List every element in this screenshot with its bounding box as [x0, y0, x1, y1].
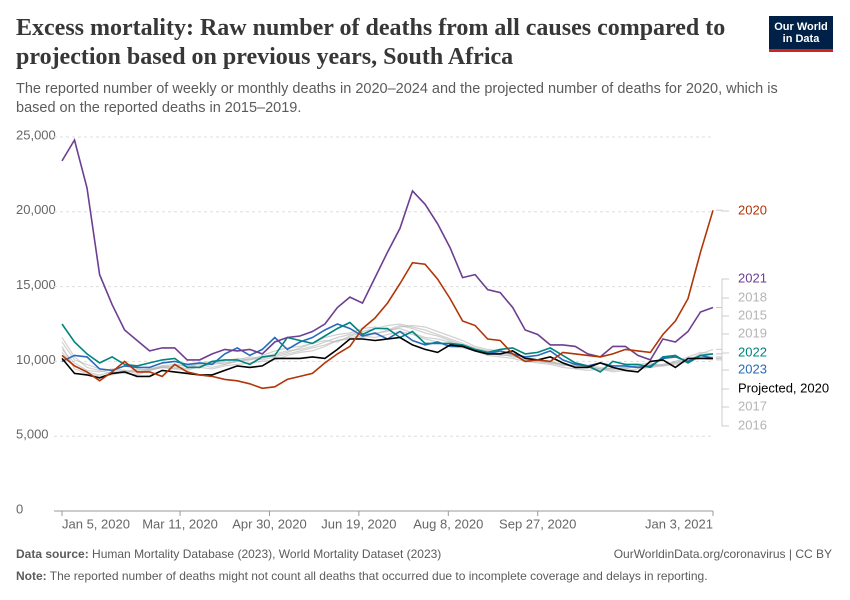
y-tick-label: 0 [16, 501, 23, 516]
series-label: Projected, 2020 [738, 380, 829, 395]
title: Excess mortality: Raw number of deaths f… [16, 15, 726, 70]
x-tick-label: Aug 8, 2020 [413, 516, 483, 531]
y-tick-label: 5,000 [16, 427, 49, 442]
series-label: 2019 [738, 325, 767, 340]
subtitle: The reported number of weekly or monthly… [16, 81, 778, 116]
note: Note: The reported number of deaths migh… [16, 569, 708, 583]
x-tick-label: Apr 30, 2020 [232, 516, 306, 531]
source-text: Human Mortality Database (2023), World M… [92, 547, 442, 561]
series-line [61, 210, 714, 390]
series-label: 2020 [738, 202, 767, 217]
y-tick-label: 25,000 [16, 127, 56, 142]
y-tick-label: 20,000 [16, 202, 56, 217]
series-line [61, 137, 714, 361]
note-label: Note: [16, 569, 47, 583]
source-label: Data source: [16, 547, 89, 561]
label-connector [716, 209, 729, 212]
label-connector [716, 278, 729, 309]
label-connector [716, 333, 729, 359]
x-tick-label: Jan 3, 2021 [645, 516, 713, 531]
series-label: 2017 [738, 398, 767, 413]
series-line [61, 336, 713, 379]
series-label: 2023 [738, 361, 767, 376]
x-tick-label: Jun 19, 2020 [321, 516, 396, 531]
x-tick-label: Sep 27, 2020 [499, 516, 576, 531]
logo[interactable]: Our World in Data [769, 16, 833, 52]
series-label: 2016 [738, 417, 767, 432]
series-label: 2022 [738, 344, 767, 359]
url[interactable]: OurWorldinData.org/coronavirus | CC BY [613, 547, 832, 561]
y-tick-label: 15,000 [16, 277, 56, 292]
x-tick-label: Mar 11, 2020 [142, 516, 218, 531]
label-connector [716, 352, 729, 355]
series-label: 2015 [738, 307, 767, 322]
note-text: The reported number of deaths might not … [49, 569, 708, 583]
label-connector [716, 357, 729, 390]
series-label: 2018 [738, 289, 767, 304]
series-label: 2021 [738, 270, 767, 285]
source: Data source: Human Mortality Database (2… [16, 547, 441, 561]
y-tick-label: 10,000 [16, 352, 56, 367]
series-line [61, 321, 714, 373]
x-tick-label: Jan 5, 2020 [62, 516, 130, 531]
